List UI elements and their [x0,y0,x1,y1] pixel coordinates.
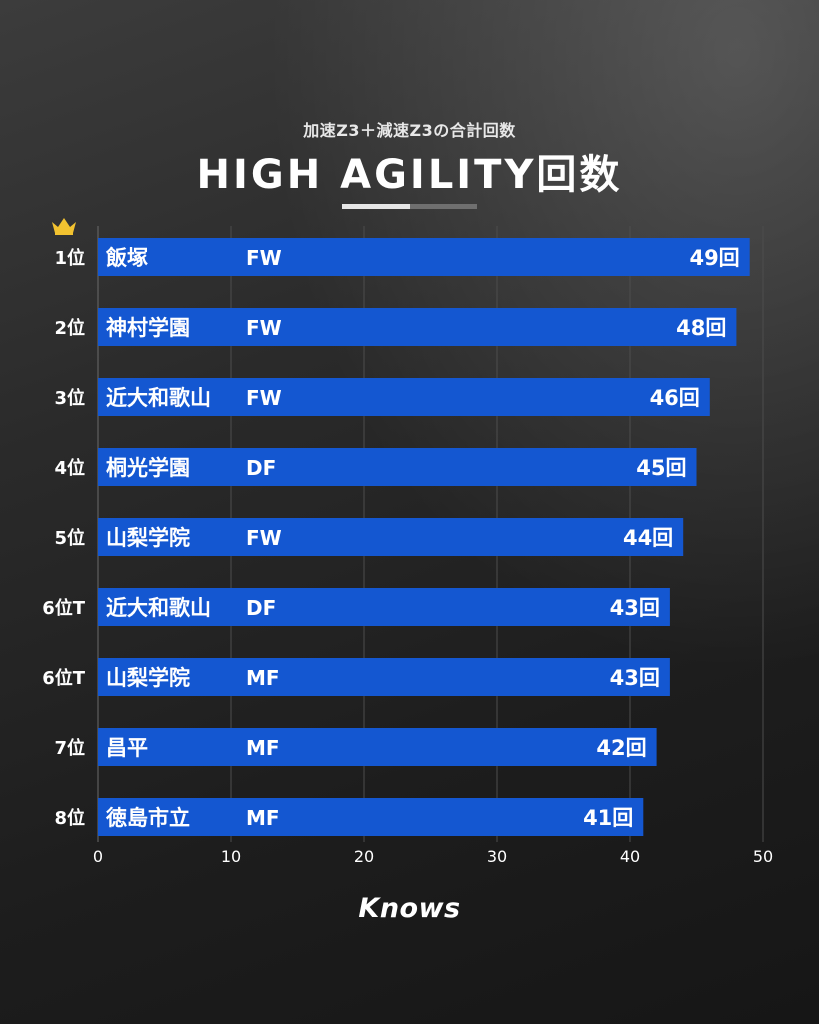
value-label: 44回 [623,526,673,550]
knows-logo: Knows [358,893,461,924]
x-tick-label: 50 [753,847,773,866]
player-position: MF [246,736,280,760]
rank-label: 6位T [42,667,86,689]
rank-label: 2位 [54,317,85,339]
rank-label: 8位 [54,807,85,829]
title-underline-highlight [342,204,410,209]
rank-label: 6位T [42,597,86,619]
player-position: FW [246,316,282,340]
school-name: 飯塚 [105,246,148,270]
rank-label: 5位 [54,527,85,549]
school-name: 桐光学園 [106,456,190,480]
bar [98,238,750,276]
value-label: 42回 [596,736,646,760]
player-position: DF [246,596,276,620]
bar [98,448,697,486]
value-label: 41回 [583,806,633,830]
school-name: 近大和歌山 [106,596,211,620]
title-underline [342,204,477,209]
player-position: MF [246,666,280,690]
rank-label: 7位 [54,737,85,759]
school-name: 徳島市立 [105,806,190,830]
x-tick-label: 0 [93,847,103,866]
school-name: 近大和歌山 [106,386,211,410]
school-name: 山梨学院 [106,526,190,550]
rank-label: 1位 [54,247,85,269]
crown-icon [52,218,76,235]
bar [98,728,657,766]
chart-subtitle: 加速Z3＋減速Z3の合計回数 [303,121,516,140]
school-name: 昌平 [106,736,148,760]
bar [98,308,737,346]
school-name: 山梨学院 [106,666,190,690]
bar [98,518,684,556]
value-label: 45回 [636,456,686,480]
rank-label: 3位 [54,387,85,409]
player-position: DF [246,456,276,480]
rank-label: 4位 [54,457,85,479]
bar [98,658,670,696]
x-tick-label: 10 [221,847,241,866]
value-label: 49回 [689,246,739,270]
player-position: FW [246,386,282,410]
bar [98,588,670,626]
x-tick-label: 30 [487,847,507,866]
player-position: MF [246,806,280,830]
x-tick-label: 40 [620,847,640,866]
school-name: 神村学園 [106,316,190,340]
value-label: 43回 [610,596,660,620]
player-position: FW [246,246,282,270]
value-label: 48回 [676,316,726,340]
chart-title: HIGH AGILITY回数 [196,152,623,198]
value-label: 43回 [610,666,660,690]
value-label: 46回 [650,386,700,410]
bar [98,378,710,416]
x-tick-label: 20 [354,847,374,866]
player-position: FW [246,526,282,550]
bar [98,798,644,836]
